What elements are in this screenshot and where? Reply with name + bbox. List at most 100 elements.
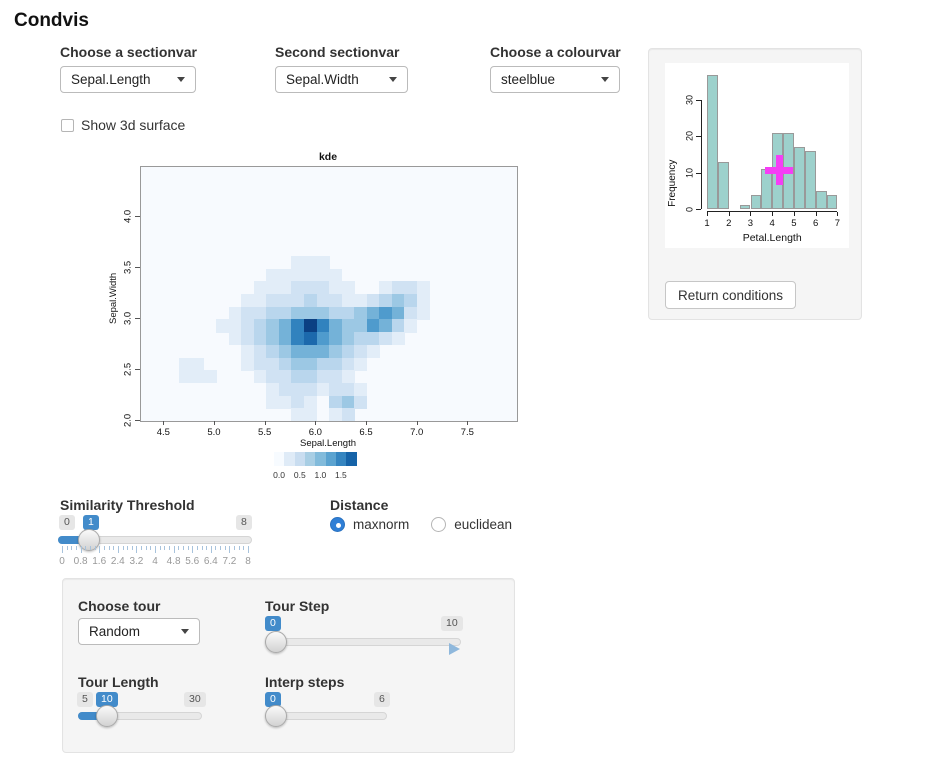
interp-steps-slider-handle[interactable] xyxy=(265,705,287,727)
similarity-grid-tick xyxy=(201,546,203,550)
distance-label: Distance xyxy=(330,497,389,513)
tour-step-slider-handle[interactable] xyxy=(265,631,287,653)
kde-cell xyxy=(291,395,305,409)
sectionvar-value: Sepal.Length xyxy=(71,72,151,87)
kde-cell xyxy=(316,268,330,282)
colourvar-value: steelblue xyxy=(501,72,556,87)
similarity-grid-tick xyxy=(150,546,152,550)
similarity-grid-tick xyxy=(94,546,96,550)
kde-cell xyxy=(278,319,292,333)
kde-legend-swatch xyxy=(335,452,347,466)
kde-cell xyxy=(329,357,342,371)
hist-y-tick-label: 10 xyxy=(684,167,695,178)
kde-cell xyxy=(291,357,305,371)
similarity-grid-tick xyxy=(215,546,217,550)
kde-plot[interactable] xyxy=(140,166,518,422)
similarity-slider-handle[interactable] xyxy=(78,529,100,551)
kde-cell xyxy=(329,332,342,346)
similarity-grid-label: 3.2 xyxy=(129,556,144,567)
hist-x-tick xyxy=(815,212,817,216)
hist-y-tick xyxy=(696,209,701,210)
kde-cell xyxy=(366,332,380,346)
return-conditions-button[interactable]: Return conditions xyxy=(665,281,797,309)
hist-x-tick-label: 4 xyxy=(769,218,775,229)
kde-cell xyxy=(379,332,393,346)
kde-cell xyxy=(291,294,305,308)
hist-x-tick-label: 3 xyxy=(747,218,754,229)
similarity-grid-label: 0.8 xyxy=(73,556,88,567)
tour-step-max-badge: 10 xyxy=(441,616,463,631)
kde-cell xyxy=(404,294,418,308)
kde-cell xyxy=(329,408,342,421)
kde-y-tick xyxy=(135,266,140,268)
kde-cell xyxy=(253,370,267,384)
hist-y-tick xyxy=(696,172,701,174)
kde-cell xyxy=(291,332,305,346)
kde-cell xyxy=(379,319,393,333)
colourvar-select[interactable]: steelblue xyxy=(490,66,620,93)
kde-cell xyxy=(316,319,330,333)
hist-bar xyxy=(739,205,751,209)
kde-cell xyxy=(329,395,342,409)
kde-cell xyxy=(178,357,192,371)
similarity-grid-tick xyxy=(159,546,161,550)
kde-cell xyxy=(253,294,267,308)
kde-cell xyxy=(329,344,342,358)
petal-length-histogram[interactable]: 0 10 20 30 Frequency 1 2 3 4 5 6 7 Petal.Length xyxy=(665,63,849,248)
sectionvar-select[interactable]: Sepal.Length xyxy=(60,66,196,93)
kde-cell xyxy=(253,306,267,320)
chevron-down-icon xyxy=(389,77,397,82)
kde-y-axis-label: Sepal.Width xyxy=(108,272,119,324)
hist-x-tick xyxy=(793,212,795,216)
kde-cell xyxy=(303,255,317,270)
similarity-grid-tick xyxy=(71,546,73,550)
kde-cell xyxy=(241,294,255,308)
kde-cell xyxy=(303,268,317,282)
kde-cell xyxy=(253,281,267,295)
sectionvar2-select[interactable]: Sepal.Width xyxy=(275,66,408,93)
similarity-grid-tick xyxy=(169,546,170,550)
tour-length-slider-handle[interactable] xyxy=(96,705,118,727)
similarity-grid-label: 0 xyxy=(59,556,65,567)
show-3d-surface-checkbox[interactable] xyxy=(61,118,74,132)
choose-tour-select[interactable]: Random xyxy=(78,618,200,645)
maxnorm-radio[interactable] xyxy=(330,517,345,532)
kde-cell xyxy=(303,319,317,333)
kde-cell xyxy=(416,281,430,295)
play-icon[interactable] xyxy=(449,643,460,655)
chevron-down-icon xyxy=(601,77,609,82)
kde-x-tick-label: 7.5 xyxy=(460,427,474,438)
kde-cell xyxy=(278,306,292,320)
similarity-grid-tick xyxy=(99,546,101,553)
app-title: Condvis xyxy=(14,10,89,31)
hist-bar xyxy=(815,190,827,209)
similarity-grid-label: 6.4 xyxy=(203,556,218,567)
kde-x-tick-label: 5.5 xyxy=(258,427,272,438)
kde-cell xyxy=(341,281,355,295)
similarity-grid-tick xyxy=(224,546,226,550)
kde-cell xyxy=(266,382,280,397)
hist-x-tick xyxy=(750,212,752,216)
euclidean-radio[interactable] xyxy=(431,517,447,532)
kde-y-tick xyxy=(135,317,140,319)
similarity-grid-tick xyxy=(155,546,156,553)
kde-cell xyxy=(291,268,305,282)
kde-legend-label: 0.5 xyxy=(293,470,306,480)
similarity-grid-tick xyxy=(117,546,119,553)
tour-step-slider-track[interactable] xyxy=(265,638,461,646)
kde-cell xyxy=(266,294,280,308)
similarity-threshold-label: Similarity Threshold xyxy=(60,497,195,513)
kde-x-tick-label: 7.0 xyxy=(410,427,424,438)
similarity-max-badge: 8 xyxy=(236,515,252,530)
kde-cell xyxy=(266,332,280,346)
kde-x-tick xyxy=(467,421,469,425)
kde-cell xyxy=(391,319,405,333)
hist-x-tick xyxy=(837,212,839,216)
kde-cell xyxy=(341,357,355,371)
kde-x-tick xyxy=(213,421,215,425)
kde-cell xyxy=(354,332,368,346)
similarity-grid-tick xyxy=(145,546,147,550)
interp-steps-max-badge: 6 xyxy=(374,692,390,707)
kde-cell xyxy=(416,294,430,308)
similarity-grid-tick xyxy=(238,546,240,550)
